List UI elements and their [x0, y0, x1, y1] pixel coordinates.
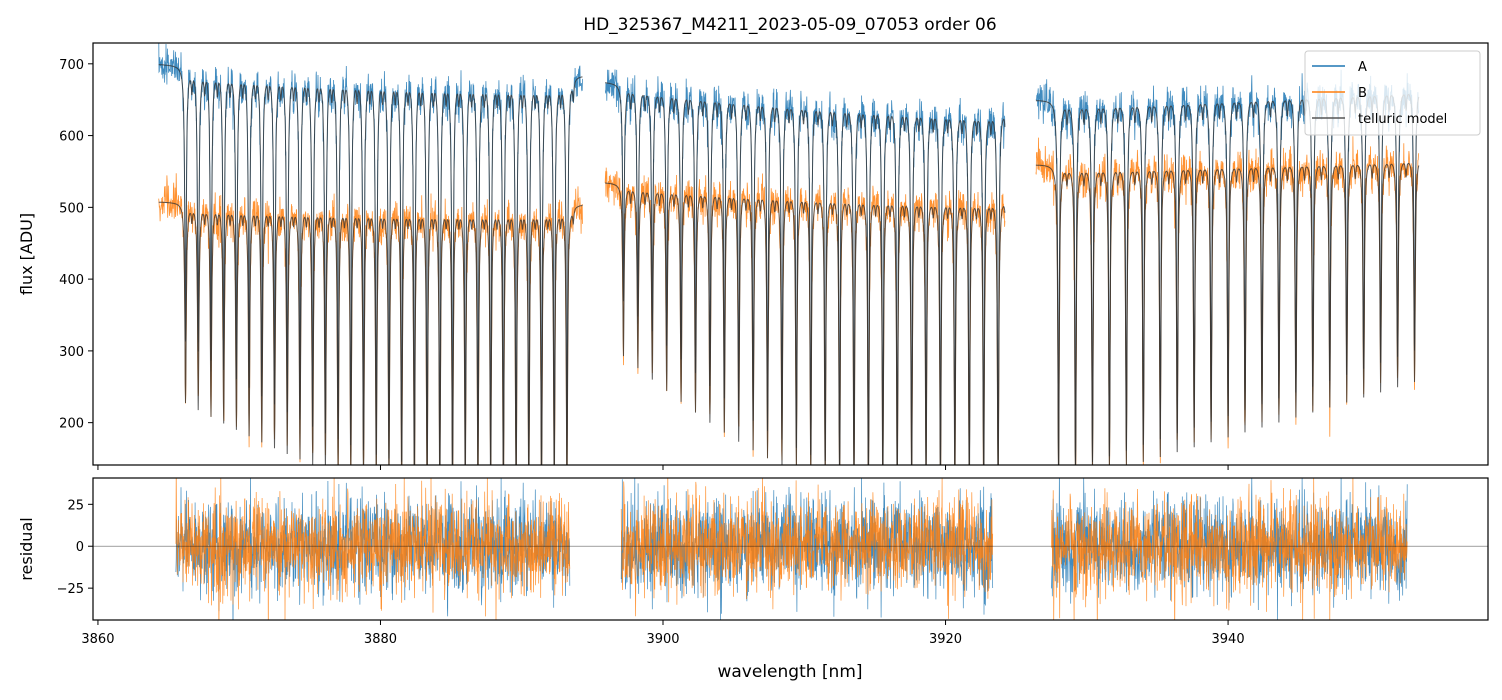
legend: A B telluric model: [1304, 50, 1481, 136]
y-tick-label-flux: 300: [59, 345, 84, 360]
legend-label-A: A: [1358, 60, 1367, 75]
chart-title: HD_325367_M4211_2023-05-09_07053 order 0…: [583, 15, 996, 35]
y-tick-label-flux: 700: [59, 58, 84, 73]
x-tick-label: 3920: [929, 632, 962, 647]
residual-B-line: [620, 478, 994, 619]
legend-label-telluric: telluric model: [1358, 112, 1447, 127]
axes: 200 300 400 500 600 700 −25 0 25 3860 3880 3900 3920…: [57, 42, 1489, 647]
telluric-model-B-line: [158, 201, 583, 465]
telluric-model-A-line: [158, 64, 583, 465]
residual-B-line: [175, 478, 571, 620]
y-tick-label-flux: 600: [59, 130, 84, 145]
y-axis-label-flux: flux [ADU]: [17, 213, 36, 295]
y-tick-label-residual: 0: [76, 540, 84, 555]
y-tick-label-residual: 25: [67, 498, 84, 513]
residual-B-line: [1051, 478, 1408, 620]
flux-plot-area: [158, 43, 1420, 465]
telluric-model-B-line: [1035, 162, 1420, 465]
telluric-model-B-line: [605, 182, 1006, 465]
y-tick-label-flux: 500: [59, 201, 84, 216]
x-axis-label: wavelength [nm]: [717, 662, 862, 682]
residual-axes-frame: [92, 477, 1489, 621]
residual-plot-area: [93, 478, 1488, 620]
flux-axes-frame: [92, 42, 1489, 466]
y-tick-label-flux: 400: [59, 273, 84, 288]
x-tick-label: 3880: [364, 632, 397, 647]
telluric-model-A-line: [604, 82, 1006, 465]
x-tick-label: 3900: [646, 632, 679, 647]
y-tick-label-flux: 200: [59, 417, 84, 432]
x-tick-label: 3860: [81, 632, 114, 647]
x-tick-label: 3940: [1212, 632, 1245, 647]
legend-label-B: B: [1358, 86, 1367, 101]
y-axis-label-residual: residual: [17, 517, 36, 580]
y-tick-label-residual: −25: [57, 582, 84, 597]
